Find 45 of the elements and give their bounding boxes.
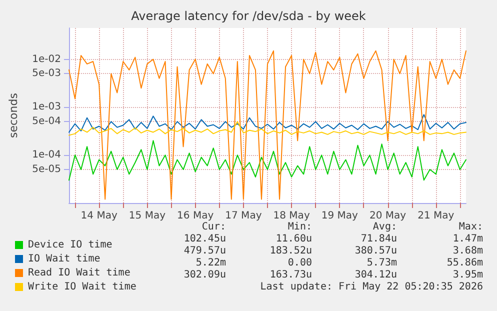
- x-tick-label: 17 May: [225, 210, 262, 222]
- text: 3.95m: [452, 270, 483, 280]
- x-tick-label: 21 May: [418, 210, 454, 222]
- line-series: [68, 50, 466, 200]
- x-tick-label: 15 May: [128, 210, 166, 222]
- text: 11.60u: [276, 234, 312, 244]
- legend-label: Write IO Wait time: [28, 282, 136, 292]
- text: 380.57u: [354, 246, 397, 256]
- text: 183.52u: [270, 246, 312, 256]
- text: Max:: [458, 222, 483, 232]
- text: Min:: [288, 222, 312, 232]
- y-tick-label: 1e-03: [32, 102, 61, 113]
- text: Last update: Fri May 22 05:20:35 2026: [260, 282, 483, 292]
- legend-label: Device IO time: [28, 240, 112, 250]
- text: Cur:: [202, 222, 226, 232]
- y-tick-label: 1e-02: [32, 54, 61, 65]
- text: 304.12u: [354, 270, 397, 280]
- line-series: [68, 114, 466, 133]
- x-tick-label: 19 May: [321, 210, 358, 222]
- text: 55.86m: [446, 258, 483, 268]
- legend-label: Read IO Wait time: [28, 268, 130, 278]
- text: 5.73m: [366, 258, 397, 268]
- text: 102.45u: [184, 234, 226, 244]
- text: 479.57u: [184, 246, 226, 256]
- x-tick-label: 14 May: [80, 210, 118, 222]
- text: 1.47m: [452, 234, 483, 244]
- legend-label: IO Wait time: [28, 254, 100, 264]
- text: Avg:: [372, 222, 397, 232]
- line-series: [68, 121, 466, 136]
- line-series: [68, 140, 466, 181]
- chart-title: Average latency for /dev/sda - by week: [131, 9, 366, 23]
- y-tick-label: 5e-03: [32, 68, 61, 80]
- x-tick-label: 18 May: [273, 210, 310, 222]
- x-tick-label: 16 May: [177, 210, 214, 222]
- y-tick-label: 1e-04: [32, 150, 61, 161]
- text: 71.84u: [360, 234, 397, 244]
- text: 302.09u: [184, 270, 226, 280]
- y-axis-title: seconds: [7, 92, 20, 138]
- text: 3.68m: [452, 246, 483, 256]
- x-tick-label: 20 May: [370, 210, 406, 222]
- text: 163.73u: [270, 270, 312, 280]
- y-tick-label: 5e-05: [32, 164, 61, 176]
- y-tick-label: 5e-04: [32, 116, 61, 128]
- text: 0.00: [288, 258, 312, 268]
- text: 5.22m: [196, 258, 226, 268]
